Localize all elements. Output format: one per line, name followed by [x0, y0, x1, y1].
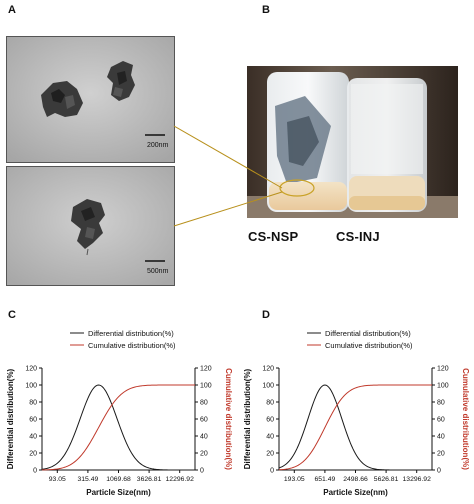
x-axis-label: Particle Size(nm): [323, 488, 388, 497]
y-tick-label: 100: [25, 383, 37, 390]
vial-cs-inj: [347, 78, 427, 212]
y-tick-label: 60: [266, 417, 274, 424]
y-tick-label: 120: [25, 366, 37, 373]
connector-line: [173, 191, 283, 227]
y-tick-label: 80: [266, 400, 274, 407]
legend-label-differential: Differential distribution(%): [88, 329, 174, 338]
legend-label-cumulative: Cumulative distribution(%): [88, 341, 176, 350]
y2-tick-label: 80: [200, 400, 208, 407]
tem-image-top: 200nm: [6, 36, 175, 163]
y-axis-label: Differential distribution(%): [6, 368, 15, 469]
y-tick-label: 60: [29, 417, 37, 424]
x-axis-label: Particle Size(nm): [86, 488, 151, 497]
y-tick-label: 20: [29, 451, 37, 458]
connector-line: [173, 125, 283, 189]
y-tick-label: 40: [29, 434, 37, 441]
panel-letter-a: A: [8, 4, 16, 16]
y2-axis-label: Cumulative distribution(%): [224, 368, 233, 470]
panel-letter-d: D: [262, 309, 270, 321]
y-tick-label: 100: [262, 383, 274, 390]
x-tick-label: 651.49: [315, 476, 336, 483]
series-differential-line: [41, 384, 195, 471]
panel-letter-c: C: [8, 309, 16, 321]
x-tick-label: 13296.92: [403, 476, 432, 483]
y2-tick-label: 100: [437, 383, 449, 390]
vial-cs-nsp: [267, 72, 349, 212]
legend-label-differential: Differential distribution(%): [325, 329, 411, 338]
scale-bar-label: 500nm: [147, 268, 169, 275]
x-tick-label: 2498.66: [343, 476, 368, 483]
x-tick-label: 3626.81: [137, 476, 162, 483]
y-tick-label: 0: [33, 468, 37, 475]
y2-tick-label: 0: [200, 468, 204, 475]
x-tick-label: 193.05: [284, 476, 305, 483]
y2-tick-label: 120: [200, 366, 212, 373]
y2-tick-label: 100: [200, 383, 212, 390]
x-tick-label: 12296.92: [166, 476, 195, 483]
series-differential-line: [278, 384, 432, 471]
sediment-highlight: [279, 179, 315, 197]
y-tick-label: 80: [29, 400, 37, 407]
chart-d: Differential distribution(%) Cumulative d…: [237, 318, 474, 504]
y2-tick-label: 80: [437, 400, 445, 407]
x-tick-label: 5626.81: [374, 476, 399, 483]
y2-tick-label: 60: [437, 417, 445, 424]
chart-c: Differential distribution(%) Cumulative d…: [0, 318, 237, 504]
x-tick-label: 93.05: [49, 476, 66, 483]
x-tick-label: 1069.68: [106, 476, 131, 483]
y2-tick-label: 20: [437, 451, 445, 458]
y-tick-label: 120: [262, 366, 274, 373]
legend-label-cumulative: Cumulative distribution(%): [325, 341, 413, 350]
y-tick-label: 40: [266, 434, 274, 441]
y2-tick-label: 20: [200, 451, 208, 458]
vial-photo: [247, 66, 458, 218]
y2-tick-label: 60: [200, 417, 208, 424]
scale-bar-label: 200nm: [147, 142, 169, 149]
series-cumulative-line: [278, 384, 432, 471]
y2-tick-label: 40: [200, 434, 208, 441]
panel-letter-b: B: [262, 4, 270, 16]
y-tick-label: 0: [270, 468, 274, 475]
y-tick-label: 20: [266, 451, 274, 458]
series-cumulative-line: [41, 384, 195, 471]
y2-tick-label: 0: [437, 468, 441, 475]
y2-tick-label: 40: [437, 434, 445, 441]
y2-tick-label: 120: [437, 366, 449, 373]
x-tick-label: 315.49: [78, 476, 99, 483]
y2-axis-label: Cumulative distribution(%): [461, 368, 470, 470]
label-cs-nsp: CS-NSP: [248, 229, 299, 244]
label-cs-inj: CS-INJ: [336, 229, 380, 244]
nanoparticle-cluster: [71, 199, 105, 249]
y-axis-label: Differential distribution(%): [243, 368, 252, 469]
